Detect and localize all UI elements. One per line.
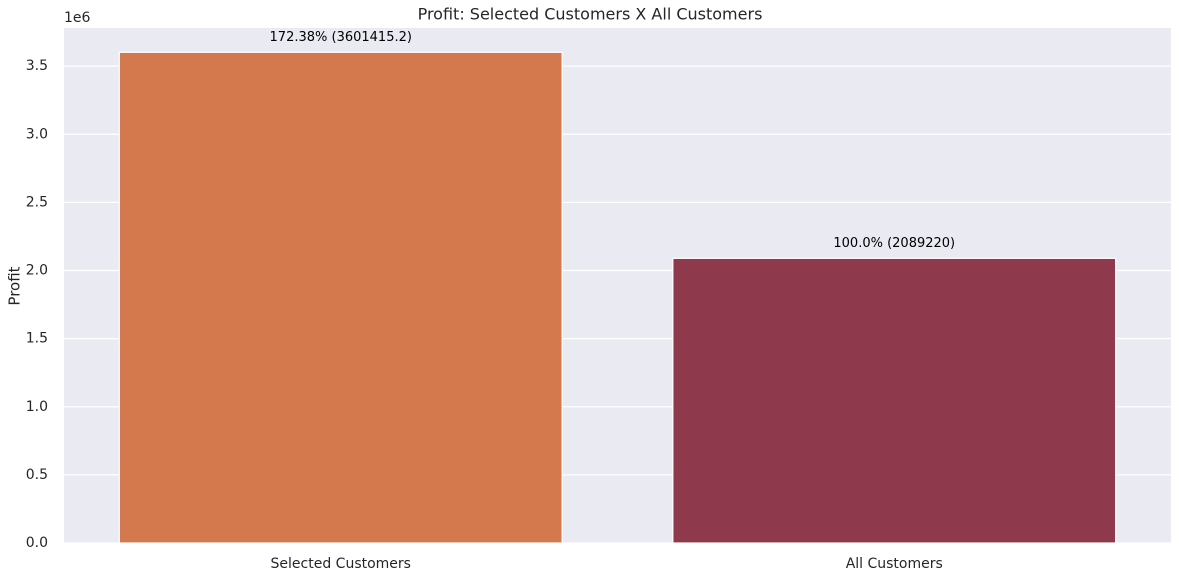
x-tick-label: Selected Customers — [271, 556, 411, 572]
data-label: 100.0% (2089220) — [833, 236, 955, 251]
y-tick-label: 3.0 — [26, 126, 48, 142]
chart-title: Profit: Selected Customers X All Custome… — [418, 5, 763, 24]
y-tick-label: 0.5 — [26, 467, 48, 483]
y-tick-label: 2.0 — [26, 263, 48, 279]
y-tick-label: 1.5 — [26, 331, 48, 347]
y-axis-label: Profit — [6, 266, 24, 305]
y-tick-label: 3.5 — [26, 58, 48, 74]
data-label: 172.38% (3601415.2) — [270, 30, 412, 45]
y-tick-label: 1.0 — [26, 399, 48, 415]
axis-offset: 1e6 — [64, 10, 91, 26]
y-tick-label: 2.5 — [26, 194, 48, 210]
y-tick-label: 0.0 — [26, 535, 48, 551]
bar — [672, 257, 1117, 544]
x-tick-label: All Customers — [846, 556, 943, 572]
bar — [118, 51, 563, 544]
